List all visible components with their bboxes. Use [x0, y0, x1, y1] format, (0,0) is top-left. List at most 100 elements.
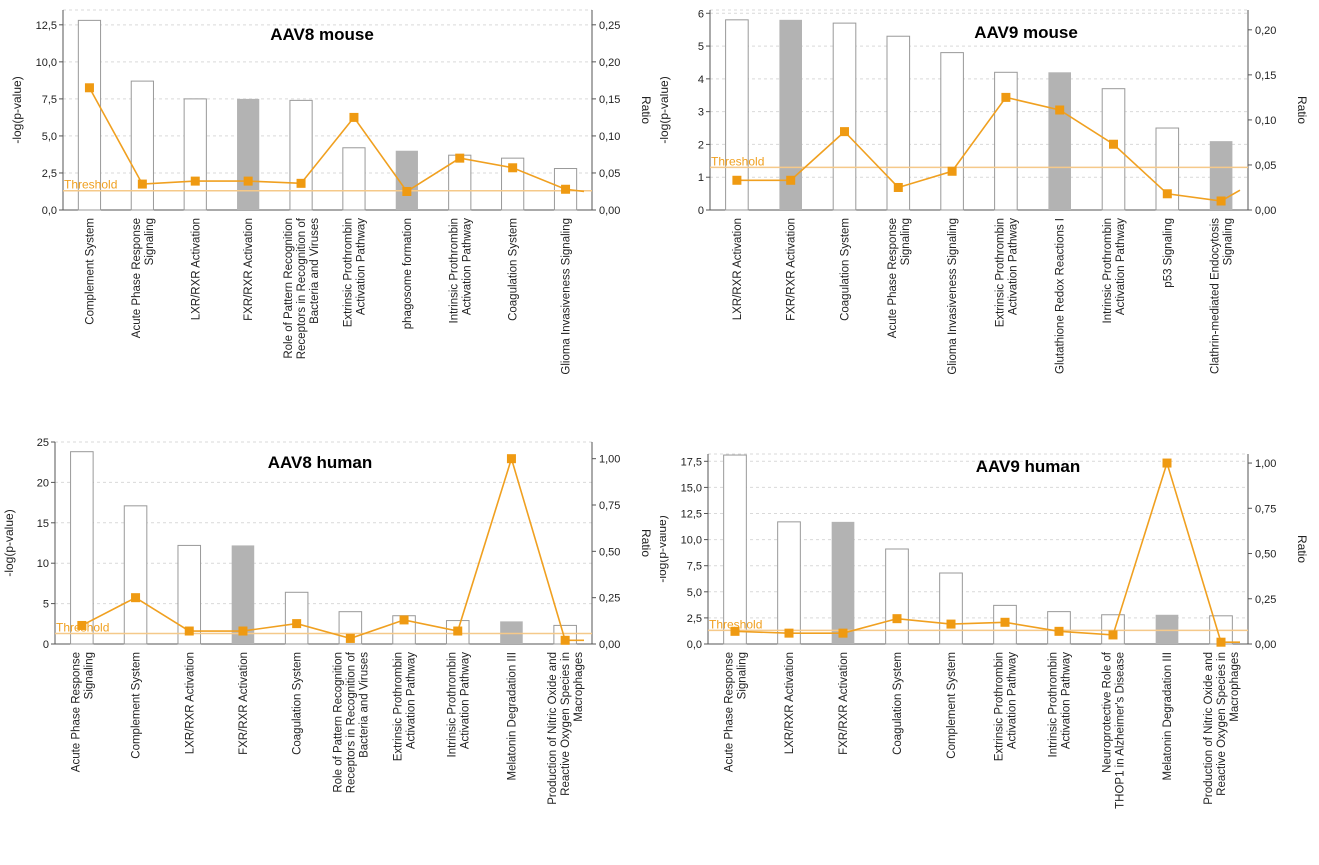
ratio-marker: [732, 175, 742, 185]
ratio-marker: [296, 178, 306, 188]
bar: [183, 98, 207, 211]
category-label-line: Production of Nitric Oxide and: [547, 652, 559, 805]
chart-aav9-mouse: 0 1 2 3 4 5 6 0,00 0,05 0,10 0,15 0,20 -log(p-value)…: [657, 8, 1309, 375]
chart-aav9-human: 0,0 2,5 5,0 7,5 10,0 12,5 15,0 17,5 0,00 0,25 0,50…: [655, 453, 1309, 809]
category-label: LXR/RXR Activation: [190, 218, 202, 320]
y-tick-label: 6: [698, 8, 704, 20]
category-label: Acute Phase Response Signaling: [70, 652, 95, 772]
category-label-line: Clathrin-mediated Endocytosis: [1210, 218, 1222, 374]
bar: [342, 147, 366, 211]
category-label: LXR/RXR Activation: [732, 218, 744, 320]
bar: [1101, 88, 1126, 211]
ratio-marker: [1054, 626, 1064, 636]
category-label-line: Receptors in Recognition of: [296, 217, 308, 359]
category-label: Intrinsic Prothrombin Activation Pathway: [448, 218, 473, 324]
category-label-line: Activation Pathway: [1007, 218, 1019, 315]
category-label-line: Role of Pattern Recognition: [332, 652, 344, 793]
category-label-line: Intrinsic Prothrombin: [448, 218, 460, 323]
y2-tick-label: 0,10: [1255, 115, 1276, 127]
ratio-marker: [1216, 196, 1226, 206]
category-label: Extrinsic Prothrombin Activation Pathway: [393, 652, 418, 762]
category-label-line: Bacteria and Viruses: [358, 652, 370, 758]
ratio-marker: [508, 163, 518, 173]
category-label-line: Glioma Invasiveness Signaling: [561, 218, 573, 375]
chart-title: AAV8 human: [268, 453, 373, 472]
category-label-line: Complement System: [946, 652, 958, 759]
bar: [231, 545, 255, 644]
bar: [1101, 614, 1125, 645]
ratio-marker: [730, 626, 740, 636]
y2-tick-label: 0,50: [1255, 549, 1276, 561]
y2-tick-label: 0,00: [1255, 639, 1276, 651]
threshold-label: Threshold: [711, 154, 764, 168]
ratio-marker: [1055, 105, 1065, 115]
y-tick-label: 7,5: [687, 561, 702, 573]
bar: [395, 150, 418, 210]
category-label: Role of Pattern Recognition Receptors in …: [332, 651, 370, 793]
category-label-line: Signaling: [83, 652, 95, 699]
chart-panel-aav9-mouse: 0 1 2 3 4 5 6 0,00 0,05 0,10 0,15 0,20 -log(p-value)…: [657, 0, 1319, 430]
ratio-marker: [402, 186, 412, 196]
category-label: Glioma Invasiveness Signaling: [561, 218, 573, 375]
y2-tick-label: 0,00: [599, 205, 620, 217]
category-label-line: Glutathione Redox Reactions I: [1055, 218, 1067, 374]
category-label-line: FXR/RXR Activation: [786, 218, 798, 321]
category-label: Production of Nitric Oxide and Reactive O…: [547, 652, 585, 805]
y-tick-label: 0,0: [42, 205, 57, 217]
bar: [777, 521, 801, 645]
ratio-marker: [784, 628, 794, 638]
y2-tick-label: 0,75: [1255, 503, 1276, 515]
chart-aav8-mouse: 0,0 2,5 5,0 7,5 10,0 12,5 0,00 0,05 0,10 0,15 0,20…: [10, 9, 653, 375]
category-label-line: THOP1 in Alzheimer's Disease: [1115, 652, 1127, 809]
category-label: Neuroprotective Role of THOP1 in Alzheime…: [1102, 651, 1127, 809]
category-label-line: FXR/RXR Activation: [838, 652, 850, 755]
ratio-marker: [349, 112, 359, 122]
category-label-line: Extrinsic Prothrombin: [994, 218, 1006, 327]
category-label-line: Complement System: [84, 218, 96, 325]
category-label-line: Complement System: [131, 652, 143, 759]
category-label: Intrinsic Prothrombin Activation Pathway: [1048, 652, 1073, 758]
category-label: Complement System: [131, 652, 143, 759]
bar: [939, 572, 963, 645]
y2-tick-label: 0,20: [599, 57, 620, 69]
y2-tick-label: 0,15: [599, 94, 620, 106]
bar: [70, 451, 94, 645]
category-label: FXR/RXR Activation: [243, 218, 255, 321]
category-label-line: Coagulation System: [508, 218, 520, 321]
category-label: Glioma Invasiveness Signaling: [947, 218, 959, 375]
category-label-line: Melatonin Degradation III: [506, 652, 518, 781]
threshold-label: Threshold: [64, 178, 117, 192]
y2-axis-title: Ratio: [639, 96, 653, 124]
ratio-marker: [892, 614, 902, 624]
category-label: Glutathione Redox Reactions I: [1055, 218, 1067, 374]
category-label: Melatonin Degradation III: [506, 652, 518, 781]
category-label-line: Activation Pathway: [459, 652, 471, 749]
bar: [831, 521, 855, 644]
category-label-line: Extrinsic Prothrombin: [994, 652, 1006, 761]
ratio-marker: [1001, 92, 1011, 102]
category-label-line: FXR/RXR Activation: [243, 218, 255, 321]
category-label-line: LXR/RXR Activation: [184, 652, 196, 754]
category-label: Coagulation System: [292, 652, 304, 755]
y-tick-label: 5,0: [42, 131, 57, 143]
bar: [994, 71, 1018, 211]
ratio-marker: [455, 153, 465, 163]
y-tick-label: 7,5: [42, 94, 57, 106]
category-label-line: Activation Pathway: [1007, 652, 1019, 749]
y2-tick-label: 0,25: [599, 593, 620, 605]
y-tick-label: 10,0: [36, 57, 57, 69]
bar: [1209, 141, 1233, 210]
category-label-line: Intrinsic Prothrombin: [1048, 652, 1060, 757]
bar: [940, 52, 964, 211]
category-label: LXR/RXR Activation: [784, 652, 796, 754]
ratio-marker: [786, 175, 796, 185]
category-label-line: LXR/RXR Activation: [190, 218, 202, 320]
bar: [284, 591, 309, 645]
ratio-marker: [840, 127, 849, 137]
y2-tick-label: 0,25: [599, 20, 620, 32]
ratio-marker: [243, 176, 253, 186]
category-label-line: Reactive Oxygen Species in: [560, 652, 572, 796]
y-tick-label: 5: [698, 41, 704, 53]
chart-panel-aav9-human: 0,0 2,5 5,0 7,5 10,0 12,5 15,0 17,5 0,00 0,25 0,50…: [655, 430, 1319, 860]
category-label: Extrinsic Prothrombin Activation Pathway: [994, 652, 1019, 762]
